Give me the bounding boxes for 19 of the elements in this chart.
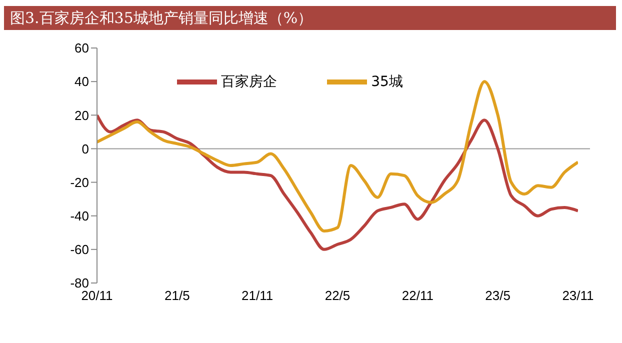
y-tick-label: 20 bbox=[74, 108, 89, 123]
line-series bbox=[97, 114, 578, 251]
x-tick-label: 22/11 bbox=[402, 288, 434, 304]
y-tick-label: -60 bbox=[70, 242, 89, 258]
legend-label: 百家房企 bbox=[221, 74, 278, 90]
x-tick-label: 21/5 bbox=[164, 288, 190, 304]
legend-label: 35城 bbox=[371, 74, 403, 90]
y-tick-label: 0 bbox=[82, 141, 89, 156]
chart-title: 图3.百家房企和35城地产销量同比增速（%） bbox=[4, 6, 616, 30]
y-tick-label: -40 bbox=[70, 208, 89, 224]
y-tick-label: 40 bbox=[74, 74, 89, 90]
x-tick-label: 21/11 bbox=[242, 288, 274, 304]
y-tick-label: -80 bbox=[70, 276, 89, 291]
y-tick-label: 60 bbox=[74, 40, 89, 56]
x-tick-label: 20/11 bbox=[81, 288, 113, 304]
y-tick-label: -20 bbox=[70, 174, 89, 190]
x-tick-label: 22/5 bbox=[324, 288, 350, 304]
x-tick-label: 23/11 bbox=[562, 288, 594, 304]
x-tick-label: 23/5 bbox=[485, 288, 510, 304]
